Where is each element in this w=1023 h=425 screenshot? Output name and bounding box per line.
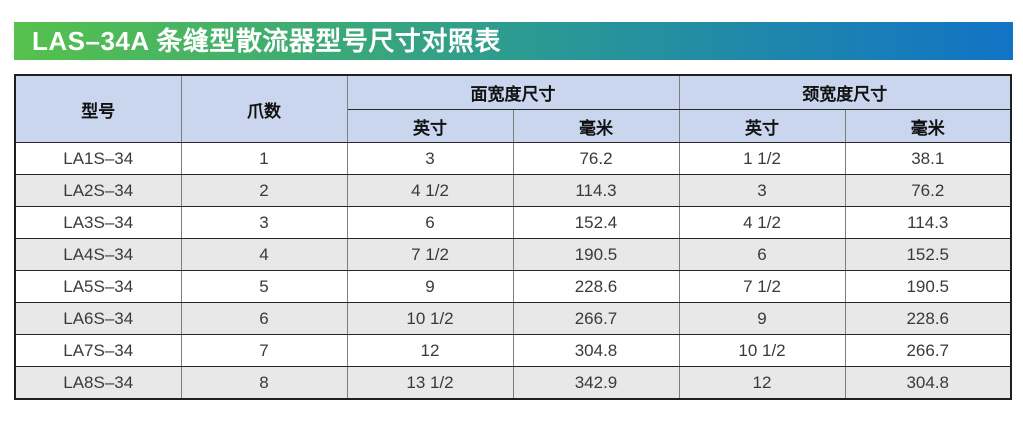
cell-claws: 8 bbox=[180, 366, 348, 400]
header-neck-mm: 毫米 bbox=[844, 109, 1012, 143]
cell-model: LA3S–34 bbox=[14, 206, 182, 239]
cell-neck-mm: 304.8 bbox=[844, 366, 1012, 400]
cell-face-inch: 13 1/2 bbox=[346, 366, 514, 400]
cell-neck-mm: 228.6 bbox=[844, 302, 1012, 335]
cell-face-inch: 4 1/2 bbox=[346, 174, 514, 207]
page-title: LAS–34A 条缝型散流器型号尺寸对照表 bbox=[14, 22, 1013, 60]
cell-neck-inch: 12 bbox=[678, 366, 846, 400]
cell-claws: 1 bbox=[180, 142, 348, 175]
size-comparison-table: 型号 爪数 面宽度尺寸 颈宽度尺寸 英寸 毫米 英寸 毫米 LA1S–34 1 … bbox=[14, 74, 1012, 400]
cell-face-inch: 12 bbox=[346, 334, 514, 367]
cell-neck-inch: 4 1/2 bbox=[678, 206, 846, 239]
cell-neck-mm: 114.3 bbox=[844, 206, 1012, 239]
cell-model: LA1S–34 bbox=[14, 142, 182, 175]
cell-neck-inch: 7 1/2 bbox=[678, 270, 846, 303]
cell-face-inch: 10 1/2 bbox=[346, 302, 514, 335]
header-face-inch: 英寸 bbox=[346, 109, 514, 143]
header-face-mm: 毫米 bbox=[512, 109, 680, 143]
header-neck-inch: 英寸 bbox=[678, 109, 846, 143]
cell-neck-mm: 266.7 bbox=[844, 334, 1012, 367]
cell-model: LA2S–34 bbox=[14, 174, 182, 207]
table-row: LA3S–34 3 6 152.4 4 1/2 114.3 bbox=[14, 206, 1012, 239]
header-face-width-group: 面宽度尺寸 bbox=[346, 74, 680, 110]
cell-face-inch: 6 bbox=[346, 206, 514, 239]
cell-claws: 3 bbox=[180, 206, 348, 239]
table-row: LA6S–34 6 10 1/2 266.7 9 228.6 bbox=[14, 302, 1012, 335]
cell-face-mm: 228.6 bbox=[512, 270, 680, 303]
cell-model: LA4S–34 bbox=[14, 238, 182, 271]
cell-neck-mm: 76.2 bbox=[844, 174, 1012, 207]
table-row: LA4S–34 4 7 1/2 190.5 6 152.5 bbox=[14, 238, 1012, 271]
cell-neck-inch: 10 1/2 bbox=[678, 334, 846, 367]
header-sub-row: 英寸 毫米 英寸 毫米 bbox=[15, 109, 1012, 143]
cell-claws: 6 bbox=[180, 302, 348, 335]
cell-model: LA8S–34 bbox=[14, 366, 182, 400]
cell-neck-inch: 1 1/2 bbox=[678, 142, 846, 175]
header-neck-width-group: 颈宽度尺寸 bbox=[678, 74, 1012, 110]
cell-claws: 7 bbox=[180, 334, 348, 367]
header-claws: 爪数 bbox=[180, 74, 348, 143]
header-model: 型号 bbox=[14, 74, 182, 143]
cell-face-mm: 342.9 bbox=[512, 366, 680, 400]
cell-neck-inch: 9 bbox=[678, 302, 846, 335]
cell-neck-inch: 6 bbox=[678, 238, 846, 271]
cell-model: LA6S–34 bbox=[14, 302, 182, 335]
cell-face-mm: 266.7 bbox=[512, 302, 680, 335]
cell-face-inch: 7 1/2 bbox=[346, 238, 514, 271]
cell-claws: 5 bbox=[180, 270, 348, 303]
cell-neck-mm: 38.1 bbox=[844, 142, 1012, 175]
cell-claws: 2 bbox=[180, 174, 348, 207]
cell-model: LA5S–34 bbox=[14, 270, 182, 303]
table-row: LA7S–34 7 12 304.8 10 1/2 266.7 bbox=[14, 334, 1012, 367]
cell-face-mm: 114.3 bbox=[512, 174, 680, 207]
table-body: LA1S–34 1 3 76.2 1 1/2 38.1 LA2S–34 2 4 … bbox=[14, 142, 1012, 400]
cell-neck-mm: 190.5 bbox=[844, 270, 1012, 303]
cell-neck-inch: 3 bbox=[678, 174, 846, 207]
table-row: LA1S–34 1 3 76.2 1 1/2 38.1 bbox=[14, 142, 1012, 175]
cell-neck-mm: 152.5 bbox=[844, 238, 1012, 271]
cell-face-mm: 304.8 bbox=[512, 334, 680, 367]
table-row: LA2S–34 2 4 1/2 114.3 3 76.2 bbox=[14, 174, 1012, 207]
cell-claws: 4 bbox=[180, 238, 348, 271]
cell-face-mm: 76.2 bbox=[512, 142, 680, 175]
table-row: LA8S–34 8 13 1/2 342.9 12 304.8 bbox=[14, 366, 1012, 400]
table-header: 型号 爪数 面宽度尺寸 颈宽度尺寸 英寸 毫米 英寸 毫米 bbox=[14, 74, 1012, 143]
cell-face-mm: 152.4 bbox=[512, 206, 680, 239]
cell-face-inch: 9 bbox=[346, 270, 514, 303]
table-row: LA5S–34 5 9 228.6 7 1/2 190.5 bbox=[14, 270, 1012, 303]
cell-face-inch: 3 bbox=[346, 142, 514, 175]
cell-face-mm: 190.5 bbox=[512, 238, 680, 271]
header-group-row: 型号 爪数 面宽度尺寸 颈宽度尺寸 bbox=[14, 74, 1012, 143]
cell-model: LA7S–34 bbox=[14, 334, 182, 367]
